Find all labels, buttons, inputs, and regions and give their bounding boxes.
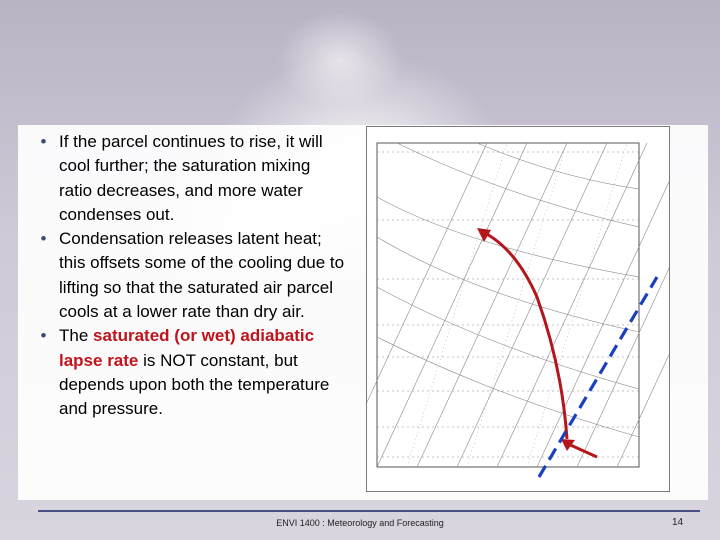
bullet-item-3: • The saturated (or wet) adiabatic lapse… <box>28 324 348 421</box>
highlighted-term: saturated (or wet) adiabatic lapse rate <box>59 326 315 370</box>
condensation-level-arrow <box>565 441 598 459</box>
bullet-item-1: • If the parcel continues to rise, it wi… <box>28 130 348 227</box>
moist-adiabat-arrowhead <box>477 228 491 242</box>
bullet-list: • If the parcel continues to rise, it wi… <box>28 130 348 422</box>
thermodynamic-diagram-svg <box>336 142 720 478</box>
bullet-text: is NOT constant, but depends upon both t… <box>59 350 330 419</box>
bullet-text: If the parcel continues to rise, it will… <box>59 132 323 224</box>
footer-course-title: ENVI 1400 : Meteorology and Forecasting <box>276 518 444 528</box>
thermodynamic-diagram <box>336 126 720 492</box>
condensation-level-arrowhead <box>561 439 575 451</box>
dry-adiabat-lines <box>376 142 640 438</box>
bullet-text: Condensation releases latent heat; this … <box>59 229 345 322</box>
page-number: 14 <box>672 517 684 528</box>
isobar-lines <box>377 151 639 458</box>
footer-rule <box>38 510 700 512</box>
bullet-item-2: • Condensation releases latent heat; thi… <box>28 227 348 324</box>
moist-adiabat-curve <box>480 229 569 440</box>
mixing-ratio-lines <box>406 142 628 468</box>
isotherm-lines <box>336 142 720 468</box>
plot-frame <box>376 142 640 468</box>
bullet-icon: • <box>40 326 47 346</box>
bullet-text: The <box>59 326 94 346</box>
bullet-icon: • <box>40 229 47 249</box>
bullet-icon: • <box>40 132 47 151</box>
